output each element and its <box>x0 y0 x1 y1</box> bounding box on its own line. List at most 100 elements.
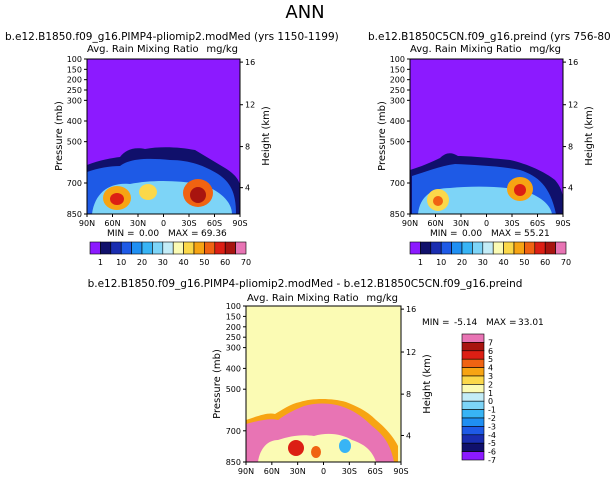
panel-2-colorbar-label-7: 70 <box>561 258 571 267</box>
panel-2-colorbar-label-3: 30 <box>478 258 488 267</box>
panel-2-ytick-label-4: 300 <box>390 96 405 105</box>
panel-3-xtick-label-3: 0 <box>321 467 326 476</box>
panel-1-colorbar-box-8 <box>172 241 184 255</box>
panel-1-min-label: MIN = <box>107 229 135 239</box>
panel-3-ytick-label-6: 500 <box>226 385 241 394</box>
panel-3-colorbar-box-13 <box>461 442 485 452</box>
panel-1-max-value: 69.36 <box>201 229 227 239</box>
panel-1-ytick-label-1: 150 <box>67 65 82 74</box>
panel-2-colorbar-box-13 <box>544 241 556 255</box>
panel-2-max-value: 55.21 <box>524 229 550 239</box>
panel-2-units: mg/kg <box>529 44 561 55</box>
panel-1-blob-a-core <box>110 193 124 205</box>
panel-1-colorbar-box-11 <box>204 241 216 255</box>
panel-3-colorbar-label-7: 0 <box>488 397 493 406</box>
panel-1-colorbar-label-4: 40 <box>179 258 189 267</box>
panel-3-colorbar-box-14 <box>461 451 485 461</box>
panel-3-ytick-label-5: 400 <box>226 364 241 373</box>
panel-3-blob-red-a <box>288 440 304 456</box>
panel-2-colorbar-box-11 <box>524 241 536 255</box>
panel-2-colorbar-box-12 <box>534 241 546 255</box>
panel-2-plot <box>409 58 564 215</box>
panel-2-xtick-label-2: 30N <box>453 219 469 228</box>
panel-2-colorbar-box-2 <box>430 241 442 255</box>
panel-3-ytick-label-2: 200 <box>226 323 241 332</box>
panel-3-ylabel: Pressure (mb) <box>212 349 223 419</box>
panel-3-variable: Avg. Rain Mixing Ratio <box>247 293 359 304</box>
panel-2-ylabel: Pressure (mb) <box>377 101 388 171</box>
panel-1-colorbar-box-3 <box>120 241 132 255</box>
panel-2-colorbar: 1 10 20 30 40 50 60 70 <box>409 241 571 267</box>
panel-3-blob-orange <box>311 446 321 458</box>
panel-3: b.e12.B1850.f09_g16.PIMP4-pliomip2.modMe… <box>88 278 544 476</box>
panel-3-colorbar-box-2 <box>461 350 485 360</box>
panel-2-ytick-label-2: 200 <box>390 76 405 85</box>
panel-3-colorbar-label-3: 4 <box>488 364 493 373</box>
panel-3-colorbar-label-4: 3 <box>488 372 493 381</box>
panel-3-min-label: MIN = <box>422 318 450 328</box>
panel-1-blob-b <box>139 184 157 200</box>
panel-3-colorbar-box-11 <box>461 426 485 436</box>
panel-2-xtick-label-6: 90S <box>555 219 570 228</box>
panel-2-colorbar-label-6: 60 <box>540 258 550 267</box>
panel-1-colorbar-box-10 <box>193 241 205 255</box>
panel-1-ytick-label-7: 700 <box>67 179 82 188</box>
panel-2-xtick-label-0: 90N <box>402 219 418 228</box>
panel-2-colorbar-box-4 <box>451 241 463 255</box>
panel-3-xtick-label-5: 60S <box>368 467 383 476</box>
panel-1-colorbar-box-0 <box>89 241 101 255</box>
panel-2-xtick-label-4: 30S <box>504 219 519 228</box>
panel-2: b.e12.B1850C5CN.f09_g16.preind (yrs 756-… <box>368 31 611 267</box>
panel-3-title: b.e12.B1850.f09_g16.PIMP4-pliomip2.modMe… <box>88 278 523 290</box>
panel-2-colorbar-box-7 <box>482 241 494 255</box>
panel-3-colorbar-box-5 <box>461 375 485 385</box>
panel-2-ytick-label-0: 100 <box>390 55 405 64</box>
panel-2-y2label: Height (km) <box>584 106 595 166</box>
panel-3-xtick-label-2: 30N <box>290 467 306 476</box>
panel-1-ytick-label-5: 400 <box>67 117 82 126</box>
panel-1-title: b.e12.B1850.f09_g16.PIMP4-pliomip2.modMe… <box>5 31 339 43</box>
panel-3-ytick-label-7: 700 <box>226 427 241 436</box>
panel-1-min-value: 0.00 <box>139 229 159 239</box>
panel-1-xtick-label-6: 90S <box>232 219 247 228</box>
panel-2-colorbar-box-1 <box>420 241 432 255</box>
panel-3-colorbar-label-5: 2 <box>488 380 493 389</box>
panel-3-xtick-label-6: 90S <box>393 467 408 476</box>
panel-3-colorbar-box-12 <box>461 434 485 444</box>
panel-2-colorbar-box-14 <box>555 241 567 255</box>
panel-3-y2tick-label-3: 4 <box>406 431 411 440</box>
panel-3-colorbar-label-8: -1 <box>488 406 496 415</box>
panel-1-units: mg/kg <box>206 44 238 55</box>
panel-3-max-label: MAX = <box>486 318 517 328</box>
panel-3-y2tick-label-2: 8 <box>406 390 411 399</box>
panel-1-xtick-label-3: 0 <box>161 219 166 228</box>
panel-1-colorbar-label-6: 60 <box>220 258 230 267</box>
panel-1: b.e12.B1850.f09_g16.PIMP4-pliomip2.modMe… <box>5 31 339 267</box>
panel-3-colorbar-label-11: -4 <box>488 431 496 440</box>
panel-3-ytick-label-1: 150 <box>226 312 241 321</box>
panel-2-y2tick-label-0: 16 <box>568 58 578 67</box>
panel-1-ytick-label-8: 850 <box>67 210 82 219</box>
panel-3-colorbar-label-6: 1 <box>488 389 493 398</box>
panel-3-xtick-label-1: 60N <box>264 467 280 476</box>
panel-1-ytick-label-3: 250 <box>67 86 82 95</box>
panel-1-colorbar-box-1 <box>100 241 112 255</box>
panel-2-ytick-label-1: 150 <box>390 65 405 74</box>
panel-3-ytick-label-0: 100 <box>226 302 241 311</box>
panel-2-ytick-label-8: 850 <box>390 210 405 219</box>
panel-1-ytick-label-0: 100 <box>67 55 82 64</box>
panel-1-colorbar-box-13 <box>224 241 236 255</box>
panel-3-colorbar-box-6 <box>461 384 485 394</box>
panel-3-colorbar-box-8 <box>461 400 485 410</box>
panel-2-colorbar-box-10 <box>513 241 525 255</box>
panel-1-colorbar-box-7 <box>162 241 174 255</box>
panel-3-blob-blue <box>339 439 351 453</box>
panel-1-xtick-label-4: 30S <box>181 219 196 228</box>
panel-1-ytick-label-4: 300 <box>67 96 82 105</box>
panel-3-min-value: -5.14 <box>454 318 478 328</box>
panel-2-xtick-label-5: 60S <box>530 219 545 228</box>
panel-2-colorbar-label-1: 10 <box>436 258 446 267</box>
